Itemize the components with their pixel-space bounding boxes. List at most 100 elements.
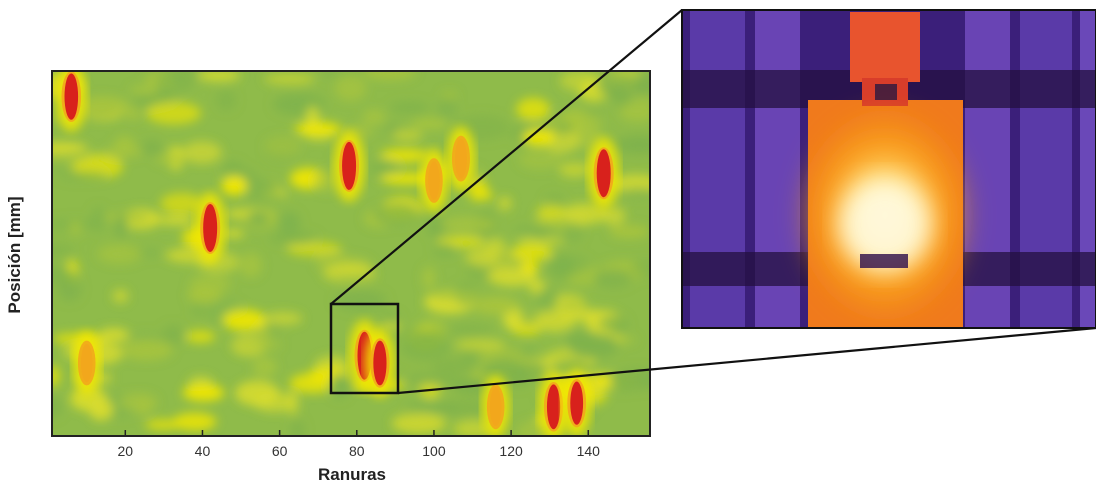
heatmap-cell	[512, 226, 559, 236]
heatmap-cell	[115, 213, 128, 240]
heatmap-cell	[619, 102, 650, 122]
heatmap-cell	[103, 212, 149, 223]
heatmap-cell	[552, 255, 591, 275]
heatmap-cell	[162, 325, 185, 345]
heatmap-cell	[372, 203, 421, 226]
heatmap-cell	[119, 339, 173, 361]
heatmap-cell	[441, 91, 458, 100]
heatmap-cell	[614, 135, 650, 155]
heatmap-cell	[243, 179, 278, 194]
heatmap-cell	[158, 215, 195, 226]
x-axis-ticks: 20 40 60 80 100 120 140	[118, 430, 600, 459]
hotspot	[570, 381, 584, 425]
heatmap-cell	[222, 229, 245, 238]
heatmap-cell	[455, 339, 506, 351]
heatmap-cell	[190, 306, 208, 315]
heatmap-cell	[516, 97, 551, 121]
heatmap-cell	[447, 324, 494, 336]
hotspot	[489, 387, 502, 426]
heatmap-cell	[146, 101, 202, 125]
y-axis-title: Posición [mm]	[5, 196, 24, 313]
x-tick-label: 120	[499, 443, 523, 459]
heatmap-cell	[59, 170, 108, 181]
heatmap-cell	[391, 412, 446, 434]
heatmap-cell	[141, 140, 163, 156]
heatmap-cell	[401, 334, 450, 359]
heatmap-cell	[263, 73, 316, 85]
hotspot	[203, 203, 218, 252]
heatmap-cell	[98, 328, 129, 342]
heatmap-cell	[396, 329, 448, 340]
heatmap-cell	[602, 206, 626, 226]
heatmap-cell	[426, 216, 447, 238]
heatmap-cell	[559, 162, 590, 178]
heatmap-cell	[522, 128, 555, 146]
heatmap-cell	[182, 141, 222, 164]
heatmap-cell	[559, 71, 601, 92]
heatmap-cell	[512, 323, 542, 336]
heatmap-cell	[144, 419, 182, 431]
heatmap-cell	[239, 252, 262, 278]
heatmap-cell	[229, 339, 282, 351]
hotspot	[373, 340, 387, 386]
heatmap-cell	[534, 309, 576, 333]
heatmap-cell	[322, 71, 339, 76]
heatmap-cell	[406, 374, 461, 385]
hotspot	[454, 138, 467, 179]
heatmap-cell	[433, 242, 457, 257]
heatmap-cell	[441, 216, 497, 233]
heatmap-cell	[334, 75, 367, 102]
heatmap-panel	[51, 70, 651, 437]
thermal-inset-frame	[681, 9, 1096, 329]
heatmap-cell	[90, 206, 107, 233]
heatmap-cell	[536, 286, 559, 312]
x-tick-label: 80	[349, 443, 365, 459]
heatmap-cell	[52, 396, 63, 418]
heatmap-cell	[380, 148, 429, 163]
thermal-inset	[682, 10, 1096, 328]
heatmap-cell	[536, 204, 566, 220]
heatmap-cell	[515, 237, 565, 246]
zoom-connector-top	[330, 9, 683, 305]
heatmap-cell	[379, 313, 401, 325]
heatmap-cell	[362, 109, 386, 125]
heatmap-cell	[562, 222, 584, 243]
hotspot	[342, 141, 357, 190]
heatmap-cell	[622, 188, 650, 199]
heatmap-cell	[631, 260, 650, 278]
heatmap-cell	[363, 71, 416, 81]
hotspot	[80, 343, 93, 383]
heatmap-cell	[593, 269, 633, 288]
heatmap-cell	[252, 392, 297, 413]
heatmap-cell	[472, 296, 520, 315]
heatmap-cell	[549, 120, 575, 135]
heatmap-cell	[185, 330, 216, 343]
zoom-connector-bottom	[397, 326, 1096, 395]
heatmap-cell	[411, 118, 450, 129]
heatmap-cell	[103, 145, 144, 159]
heatmap-cell	[52, 244, 74, 257]
heatmap-cell	[278, 211, 301, 235]
heatmap-cell	[498, 196, 512, 210]
heatmap-cell	[511, 244, 553, 261]
heatmap-cell	[197, 71, 241, 82]
heatmap-cell	[75, 96, 129, 117]
heatmap-cell	[431, 358, 476, 374]
heatmap-cell	[329, 373, 350, 399]
heatmap-cell	[598, 315, 628, 332]
x-tick-label: 20	[118, 443, 134, 459]
heatmap-cell	[437, 96, 458, 120]
heatmap-cell	[371, 159, 400, 178]
heatmap-cell	[170, 71, 200, 87]
heatmap-cell	[441, 399, 491, 417]
heatmap-cell	[430, 291, 480, 301]
heatmap-cell	[264, 135, 301, 157]
hotspot	[64, 73, 79, 120]
heatmap-cell	[112, 289, 129, 303]
zoom-region-box	[329, 302, 400, 395]
hotspot	[546, 384, 561, 430]
heatmap-cell	[52, 365, 60, 387]
heatmap-cell	[189, 275, 232, 293]
heatmap-cell	[130, 85, 159, 96]
